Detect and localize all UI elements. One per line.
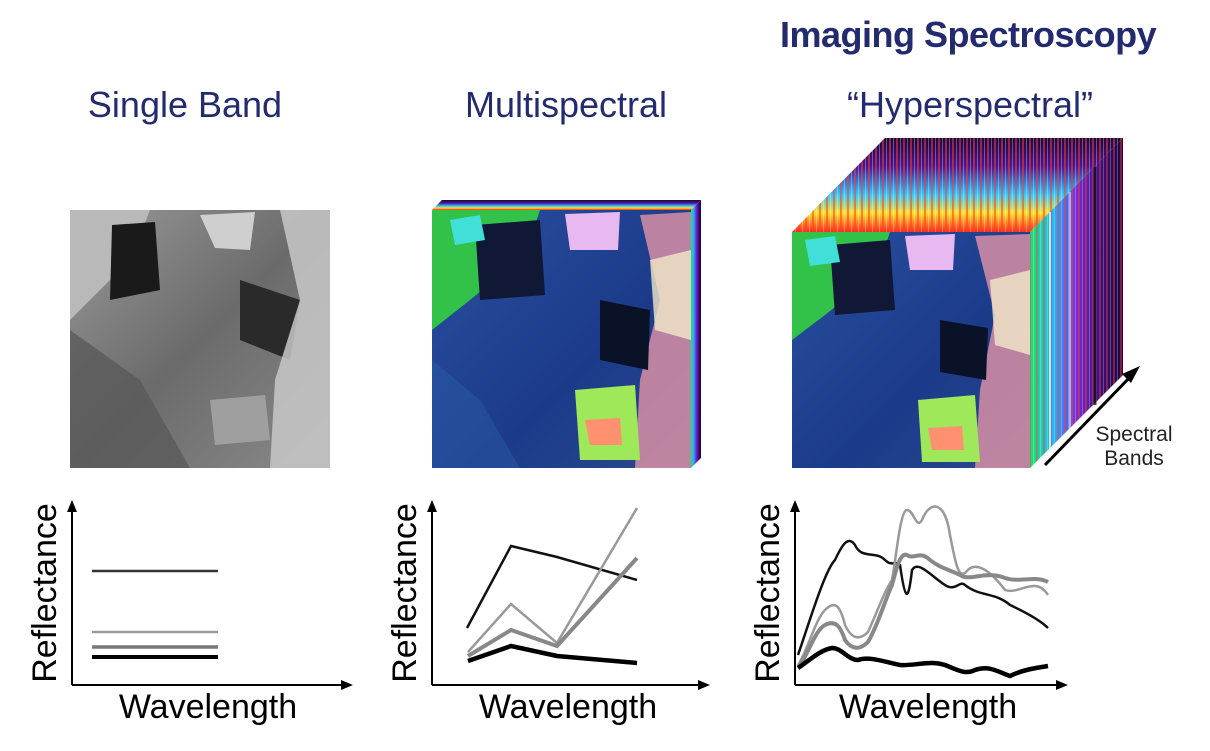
plot3-y-label: Reflectance	[749, 503, 787, 683]
multispectral-cube	[432, 200, 701, 468]
hyperspectral-cube	[792, 138, 1123, 468]
column-title-hyperspectral: “Hyperspectral”	[846, 84, 1094, 125]
plot2-x-label: Wavelength	[479, 688, 657, 726]
column-title-multispectral: Multispectral	[464, 84, 668, 125]
plot2-line-1	[465, 544, 638, 629]
plot3-x-label: Wavelength	[839, 688, 1017, 726]
plot1-y-label: Reflectance	[26, 503, 64, 683]
plot2-line-4	[467, 643, 638, 666]
spectral-bands-label-line2: Bands	[1104, 447, 1164, 470]
plot3-line-2	[796, 505, 1050, 666]
plot3-line-1	[796, 539, 1049, 656]
single-band-image	[70, 210, 330, 468]
plot2-y-arrow-icon	[427, 500, 437, 512]
figure-title: Imaging Spectroscopy	[780, 14, 1157, 55]
plot3-y-arrow-icon	[790, 500, 800, 512]
plot3-x-arrow-icon	[1056, 680, 1068, 690]
spectral-bands-label-line1: Spectral	[1095, 423, 1172, 446]
plot1-y-arrow-icon	[67, 500, 77, 512]
plot2-line-2	[467, 507, 639, 653]
plot2-x-arrow-icon	[698, 680, 710, 690]
plot1-x-arrow-icon	[341, 680, 353, 690]
plot3-line-4	[796, 645, 1049, 679]
plot2-y-label: Reflectance	[386, 503, 424, 683]
column-title-single-band: Single Band	[87, 84, 283, 125]
plot1-x-label: Wavelength	[119, 688, 297, 726]
plot3-line-3	[796, 552, 1049, 670]
plot-single-band	[67, 500, 353, 690]
spectral-bands-arrow	[1043, 366, 1140, 467]
plot-hyperspectral	[790, 500, 1068, 690]
plot2-line-3	[466, 556, 639, 658]
plot-multispectral	[427, 500, 710, 690]
